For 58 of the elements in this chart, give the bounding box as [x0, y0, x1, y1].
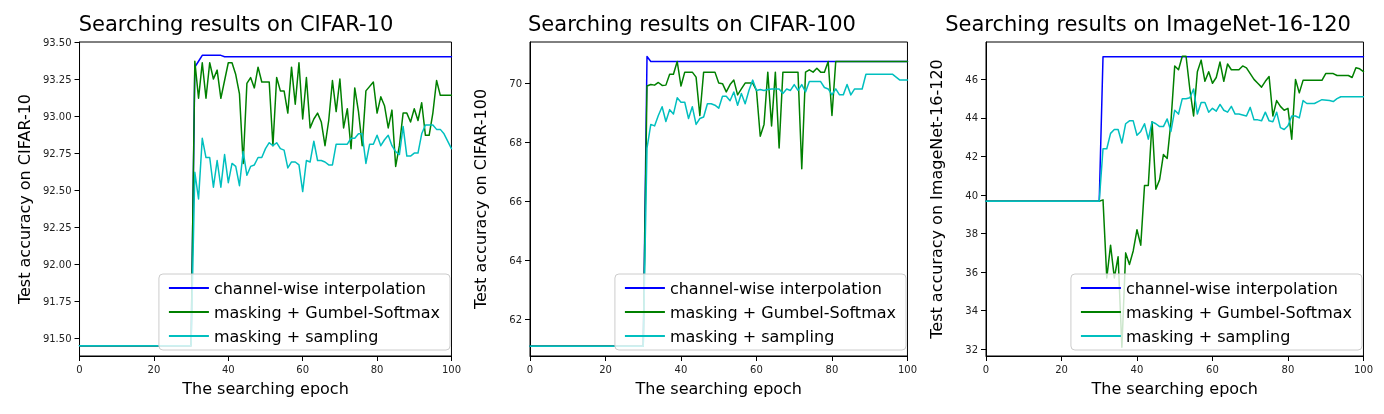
y-tick-label: 93.00 — [42, 110, 72, 122]
y-axis-title: Test accuracy on CIFAR-100 — [470, 88, 490, 311]
legend-label: masking + sampling — [669, 326, 835, 346]
legend-label: masking + sampling — [213, 326, 379, 346]
x-tick-label: 100 — [441, 363, 461, 375]
y-tick-label: 68 — [509, 136, 522, 148]
x-tick-label: 0 — [76, 363, 83, 375]
y-tick-label: 36 — [965, 266, 978, 278]
y-tick-label: 91.75 — [42, 295, 72, 307]
legend-label: channel-wise interpolation — [213, 278, 426, 298]
chart-title: Searching results on CIFAR-100 — [528, 11, 856, 36]
x-tick-label: 60 — [296, 363, 310, 375]
legend-label: masking + Gumbel-Softmax — [213, 302, 441, 322]
x-tick-label: 80 — [1281, 363, 1295, 375]
y-tick-label: 93.25 — [42, 73, 72, 85]
y-tick-label: 38 — [965, 228, 978, 240]
y-tick-label: 62 — [509, 313, 522, 325]
x-tick-label: 40 — [674, 363, 688, 375]
x-tick-label: 0 — [982, 363, 990, 375]
x-tick-label: 80 — [825, 363, 839, 375]
x-tick-label: 60 — [750, 363, 763, 375]
y-tick-label: 46 — [965, 73, 978, 85]
y-tick-label: 40 — [965, 189, 978, 201]
chart-title: Searching results on ImageNet-16-120 — [945, 11, 1351, 36]
y-tick-label: 92.75 — [42, 147, 72, 159]
y-tick-label: 34 — [965, 305, 978, 317]
x-tick-label: 20 — [147, 363, 161, 375]
x-tick-label: 0 — [526, 363, 534, 375]
x-tick-label: 100 — [897, 363, 917, 375]
y-tick-label: 91.50 — [42, 332, 72, 344]
x-tick-label: 20 — [599, 363, 612, 375]
y-tick-label: 93.50 — [42, 36, 72, 48]
y-tick-label: 32 — [965, 343, 978, 355]
y-tick-label: 92.00 — [42, 258, 72, 270]
x-tick-label: 40 — [1130, 363, 1144, 375]
y-tick-label: 92.50 — [42, 184, 72, 196]
x-tick-label: 80 — [370, 363, 384, 375]
y-tick-label: 44 — [965, 112, 978, 124]
y-axis-title: Test accuracy on CIFAR-10 — [14, 93, 34, 306]
y-tick-label: 70 — [509, 77, 522, 89]
y-tick-label: 92.25 — [42, 221, 72, 233]
x-tick-label: 40 — [221, 363, 235, 375]
legend-label: channel-wise interpolation — [669, 278, 882, 298]
y-tick-label: 42 — [965, 151, 978, 162]
y-axis-title: Test accuracy on ImageNet-16-120 — [926, 59, 946, 340]
x-axis-title: The searching epoch — [1090, 378, 1258, 398]
x-axis-title: The searching epoch — [181, 378, 349, 398]
legend-label: masking + sampling — [1125, 326, 1291, 346]
legend-label: channel-wise interpolation — [1125, 278, 1338, 298]
x-tick-label: 20 — [1055, 363, 1068, 375]
x-axis-title: The searching epoch — [634, 378, 802, 398]
chart-title: Searching results on CIFAR-10 — [78, 11, 394, 36]
legend-label: masking + Gumbel-Softmax — [1125, 302, 1353, 322]
x-tick-label: 100 — [1353, 363, 1373, 375]
legend-label: masking + Gumbel-Softmax — [669, 302, 897, 322]
y-tick-label: 64 — [509, 254, 522, 266]
y-tick-label: 66 — [509, 195, 522, 207]
x-tick-label: 60 — [1206, 363, 1219, 375]
